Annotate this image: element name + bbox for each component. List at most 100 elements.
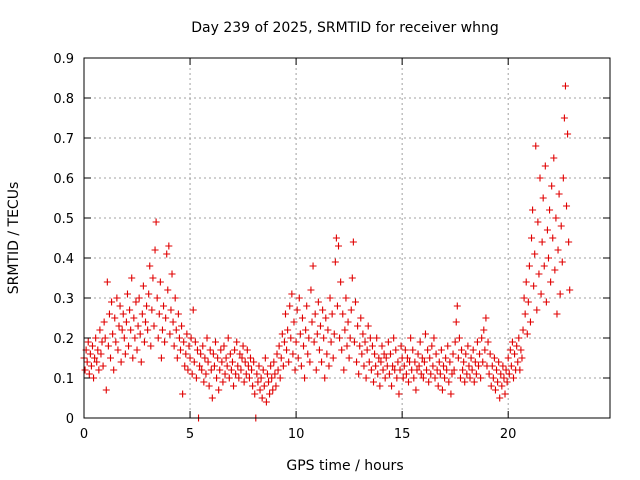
data-point: [413, 366, 421, 374]
data-point: [338, 346, 346, 354]
data-point: [170, 342, 178, 350]
data-point: [353, 358, 361, 366]
data-point: [230, 382, 238, 390]
data-point: [340, 366, 348, 374]
data-point: [254, 378, 262, 386]
data-point: [535, 270, 543, 278]
data-point: [138, 310, 146, 318]
data-point: [223, 362, 231, 370]
data-point: [376, 382, 384, 390]
data-point: [384, 338, 392, 346]
data-point: [108, 298, 116, 306]
data-point: [123, 290, 131, 298]
x-tick-label: 20: [500, 427, 517, 442]
data-point: [450, 366, 458, 374]
data-point: [548, 182, 556, 190]
data-point: [237, 366, 245, 374]
data-point: [449, 350, 457, 358]
data-point: [258, 394, 266, 402]
data-point: [455, 334, 463, 342]
data-point: [331, 258, 339, 266]
data-point: [260, 382, 268, 390]
data-point: [219, 378, 227, 386]
y-tick-label: 0.4: [53, 252, 74, 267]
data-point: [109, 330, 117, 338]
data-point: [394, 358, 402, 366]
data-point: [107, 354, 115, 362]
data-point: [102, 386, 110, 394]
data-point: [345, 354, 353, 362]
data-point: [427, 370, 435, 378]
x-tick-label: 0: [80, 427, 88, 442]
data-point: [120, 334, 128, 342]
data-point: [393, 374, 401, 382]
data-point: [440, 362, 448, 370]
data-point: [208, 394, 216, 402]
data-point: [478, 334, 486, 342]
data-point: [279, 362, 287, 370]
data-point: [371, 350, 379, 358]
data-point: [145, 290, 153, 298]
data-point: [153, 294, 161, 302]
data-point: [342, 294, 350, 302]
data-point: [173, 354, 181, 362]
data-point: [496, 394, 504, 402]
data-point: [563, 202, 571, 210]
data-point: [135, 294, 143, 302]
data-point: [320, 334, 328, 342]
data-point: [300, 342, 308, 350]
data-point: [265, 378, 273, 386]
data-point: [373, 334, 381, 342]
data-point: [515, 334, 523, 342]
data-point: [456, 374, 464, 382]
data-point: [310, 338, 318, 346]
data-point: [179, 390, 187, 398]
data-point: [298, 314, 306, 322]
data-point: [499, 362, 507, 370]
data-point: [191, 338, 199, 346]
data-point: [234, 362, 242, 370]
data-point: [266, 390, 274, 398]
data-point: [490, 354, 498, 362]
data-point: [322, 314, 330, 322]
data-point: [471, 358, 479, 366]
data-point: [546, 206, 554, 214]
data-point: [370, 378, 378, 386]
data-point: [271, 370, 279, 378]
data-point: [566, 286, 574, 294]
x-tick-label: 10: [288, 427, 305, 442]
data-point: [198, 366, 206, 374]
data-point: [242, 370, 250, 378]
data-point: [139, 282, 147, 290]
data-point: [424, 346, 432, 354]
data-point: [467, 354, 475, 362]
data-point: [472, 370, 480, 378]
data-point: [244, 362, 252, 370]
data-point: [385, 370, 393, 378]
data-point: [534, 218, 542, 226]
y-tick-label: 0.3: [53, 292, 74, 307]
data-point: [507, 362, 515, 370]
data-point: [214, 354, 222, 362]
data-point: [374, 370, 382, 378]
y-tick-label: 0.2: [53, 332, 74, 347]
data-point: [486, 350, 494, 358]
data-point: [452, 318, 460, 326]
data-point: [293, 306, 301, 314]
data-point: [277, 354, 285, 362]
data-point: [485, 370, 493, 378]
data-point: [270, 358, 278, 366]
data-point: [458, 346, 466, 354]
data-point: [421, 330, 429, 338]
data-point: [87, 362, 95, 370]
data-point: [146, 262, 154, 270]
data-point: [84, 338, 92, 346]
data-point: [519, 326, 527, 334]
data-point: [494, 378, 502, 386]
data-point: [309, 262, 317, 270]
data-point: [105, 310, 113, 318]
data-point: [536, 174, 544, 182]
data-point: [150, 322, 158, 330]
y-tick-label: 0.1: [53, 372, 74, 387]
y-tick-label: 0.7: [53, 132, 74, 147]
